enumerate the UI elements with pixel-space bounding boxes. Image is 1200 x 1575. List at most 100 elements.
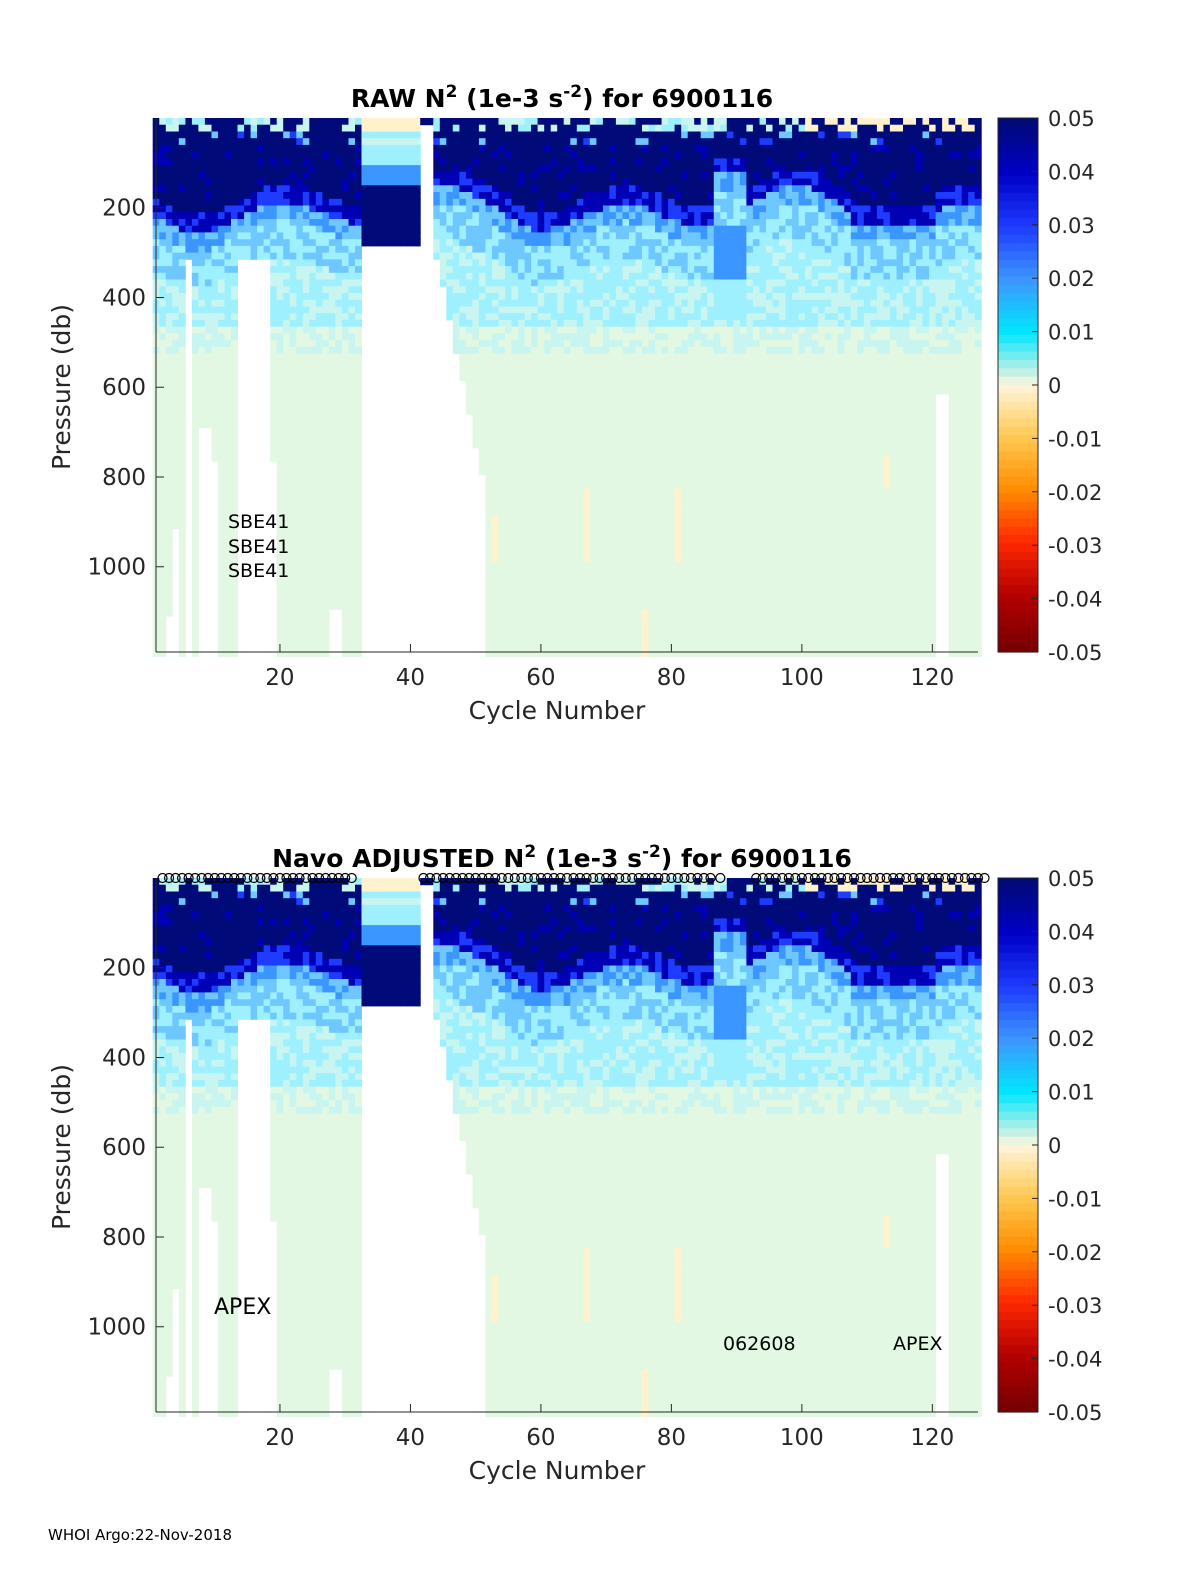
heatmap-cell	[557, 454, 565, 462]
heatmap-cell	[589, 299, 597, 307]
heatmap-cell	[635, 575, 643, 583]
heatmap-cell	[563, 299, 571, 307]
heatmap-cell	[537, 508, 545, 516]
heatmap-cell	[485, 447, 493, 455]
heatmap-cell	[341, 616, 349, 624]
heatmap-cell	[655, 259, 663, 267]
heatmap-cell	[563, 192, 571, 200]
heatmap-cell	[583, 454, 591, 462]
heatmap-cell	[465, 299, 473, 307]
heatmap-cell	[178, 340, 186, 348]
heatmap-cell	[602, 494, 610, 503]
heatmap-cell	[492, 575, 499, 583]
heatmap-cell	[465, 367, 473, 375]
heatmap-cell	[191, 474, 199, 482]
heatmap-cell	[648, 609, 656, 617]
heatmap-cell	[518, 373, 526, 381]
heatmap-cell	[622, 380, 630, 388]
heatmap-cell	[335, 259, 343, 267]
heatmap-cell	[505, 582, 512, 590]
heatmap-cell	[309, 528, 317, 536]
heatmap-cell	[498, 441, 506, 449]
heatmap-cell	[544, 225, 552, 233]
heatmap-cell	[635, 171, 643, 179]
heatmap-cell	[472, 306, 480, 314]
heatmap-cell	[615, 542, 623, 550]
heatmap-cell	[537, 488, 545, 496]
heatmap-cell	[283, 575, 291, 583]
heatmap-cell	[589, 609, 597, 617]
heatmap-cell	[204, 266, 212, 274]
heatmap-cell	[550, 535, 558, 543]
heatmap-cell	[374, 239, 382, 247]
heatmap-cell	[609, 481, 617, 489]
heatmap-cell	[446, 185, 454, 193]
heatmap-cell	[244, 245, 252, 254]
heatmap-cell	[355, 144, 362, 153]
heatmap-cell	[629, 595, 636, 604]
heatmap-cell	[296, 131, 304, 139]
heatmap-cell	[302, 340, 310, 348]
heatmap-cell	[642, 643, 649, 651]
heatmap-cell	[655, 481, 663, 489]
heatmap-cell	[589, 313, 597, 321]
heatmap-cell	[648, 447, 656, 455]
heatmap-cell	[498, 555, 506, 563]
heatmap-cell	[648, 340, 656, 348]
heatmap-cell	[648, 441, 656, 449]
heatmap-cell	[341, 521, 349, 530]
heatmap-cell	[341, 259, 349, 267]
heatmap-cell	[609, 548, 617, 556]
heatmap-cell	[218, 151, 225, 159]
heatmap-cell	[642, 219, 649, 227]
heatmap-cell	[674, 333, 682, 341]
heatmap-cell	[557, 562, 565, 570]
heatmap-cell	[485, 400, 493, 408]
heatmap-cell	[165, 447, 173, 455]
heatmap-cell	[315, 151, 323, 159]
heatmap-cell	[609, 185, 617, 193]
heatmap-cell	[615, 447, 623, 455]
heatmap-cell	[589, 346, 597, 355]
heatmap-cell	[583, 313, 591, 321]
heatmap-cell	[485, 569, 493, 577]
heatmap-cell	[655, 346, 663, 355]
heatmap-cell	[596, 219, 604, 227]
heatmap-cell	[492, 245, 499, 254]
heatmap-cell	[439, 138, 447, 146]
heatmap-cell	[204, 293, 212, 301]
heatmap-cell	[341, 582, 349, 590]
heatmap-cell	[615, 326, 623, 334]
heatmap-cell	[668, 434, 676, 442]
heatmap-cell	[629, 447, 636, 455]
heatmap-cell	[231, 319, 238, 328]
heatmap-cell	[648, 158, 656, 166]
heatmap-cell	[615, 279, 623, 287]
heatmap-cell	[537, 232, 545, 240]
heatmap-cell	[668, 118, 676, 126]
heatmap-cell	[550, 461, 558, 469]
heatmap-cell	[191, 555, 199, 563]
heatmap-cell	[635, 178, 643, 186]
heatmap-cell	[485, 353, 493, 361]
heatmap-cell	[231, 501, 238, 509]
heatmap-cell	[635, 373, 643, 381]
heatmap-cell	[276, 333, 284, 341]
heatmap-cell	[505, 387, 512, 395]
heatmap-cell	[211, 427, 219, 435]
heatmap-cell	[231, 562, 238, 570]
heatmap-cell	[211, 279, 219, 287]
heatmap-cell	[289, 427, 297, 435]
heatmap-cell	[648, 138, 656, 146]
heatmap-cell	[472, 266, 480, 274]
heatmap-cell	[609, 333, 617, 341]
heatmap-cell	[629, 272, 636, 280]
heatmap-cell	[302, 205, 310, 213]
heatmap-cell	[407, 198, 415, 206]
heatmap-cell	[589, 387, 597, 395]
heatmap-cell	[492, 400, 499, 408]
heatmap-cell	[478, 333, 486, 341]
heatmap-cell	[328, 225, 336, 233]
heatmap-cell	[178, 643, 186, 651]
heatmap-cell	[178, 387, 186, 395]
